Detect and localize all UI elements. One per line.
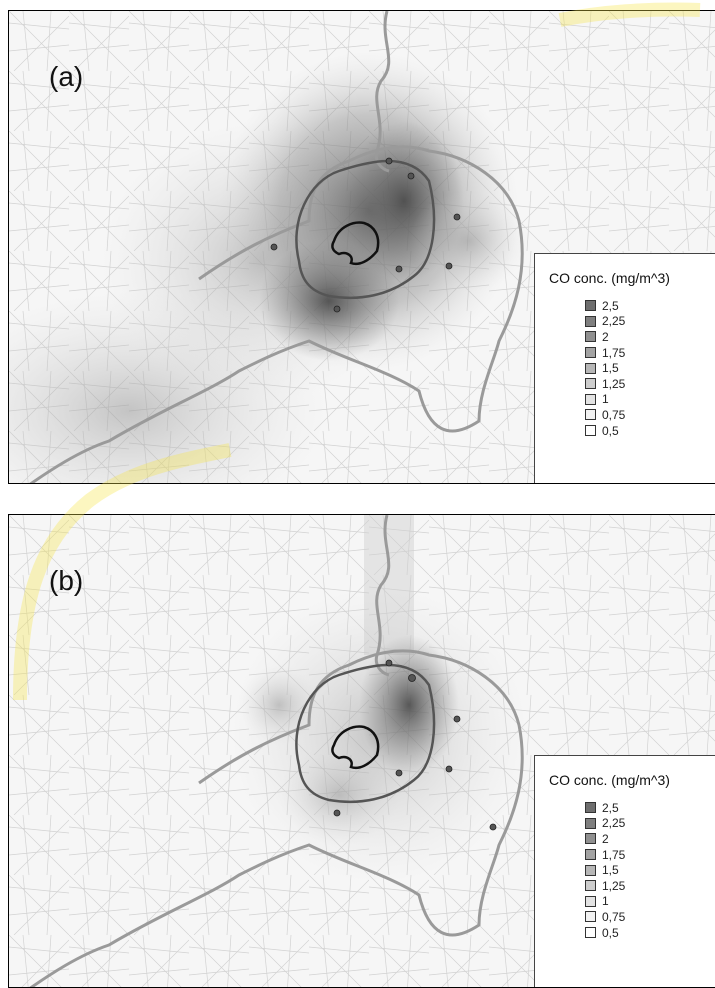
legend-item: 1 [549,894,715,910]
legend-title: CO conc. (mg/m^3) [549,270,670,286]
legend-label: 1,5 [602,361,619,376]
legend-item: 2,25 [549,314,715,330]
legend-item: 1,75 [549,847,715,863]
legend-item: 0,5 [549,925,715,941]
legend-label: 0,75 [602,407,626,422]
legend-item: 1,5 [549,862,715,878]
legend-label: 0,75 [602,909,626,924]
legend-swatch [585,911,596,923]
legend-swatch [585,425,596,437]
legend-label: 0,5 [602,423,619,438]
legend-item: 1,25 [549,878,715,894]
legend-swatch [585,849,596,861]
legend-label: 1,25 [602,376,626,391]
legend: CO conc. (mg/m^3) 2,5 2,25 2 1,75 1,5 1,… [534,253,715,483]
legend-swatch [585,393,596,405]
legend-label: 2 [602,831,609,846]
legend-item: 0,75 [549,909,715,925]
legend-swatch [585,880,596,892]
legend-label: 2,25 [602,314,626,329]
legend-item: 2,25 [549,816,715,832]
legend-label: 1,75 [602,847,626,862]
legend-label: 0,5 [602,925,619,940]
legend-swatch [585,409,596,421]
legend-swatch [585,347,596,359]
map-panel-b: (b) CO conc. (mg/m^3) 2,5 2,25 2 1,75 1,… [8,514,715,988]
panel-label: (b) [49,565,84,596]
map-panel-a: (a) CO conc. (mg/m^3) 2,5 2,25 2 1,75 1,… [8,10,715,484]
legend-title: CO conc. (mg/m^3) [549,772,670,788]
concentration-map-a [9,11,715,483]
legend-swatch [585,315,596,327]
legend-label: 2,25 [602,816,626,831]
legend-swatch [585,927,596,939]
legend-swatch [585,362,596,374]
legend-swatch [585,802,596,814]
legend-label: 2,5 [602,800,619,815]
legend-item: 2,5 [549,298,715,314]
legend-item: 2,5 [549,800,715,816]
legend-label: 2,5 [602,298,619,313]
legend-item: 0,75 [549,407,715,423]
legend-item: 1,75 [549,345,715,361]
legend-label: 2 [602,329,609,344]
legend: CO conc. (mg/m^3) 2,5 2,25 2 1,75 1,5 1,… [534,755,715,987]
legend-item: 1,5 [549,360,715,376]
legend-item: 2 [549,831,715,847]
legend-swatch [585,817,596,829]
legend-label: 1 [602,392,609,407]
legend-label: 1,75 [602,345,626,360]
legend-label: 1 [602,894,609,909]
legend-item: 2 [549,329,715,345]
legend-swatch [585,331,596,343]
legend-item: 0,5 [549,423,715,439]
legend-swatch [585,300,596,312]
panel-label: (a) [49,61,84,92]
legend-swatch [585,833,596,845]
legend-label: 1,5 [602,863,619,878]
legend-item: 1 [549,392,715,408]
legend-swatch [585,378,596,390]
legend-swatch [585,864,596,876]
legend-item: 1,25 [549,376,715,392]
legend-label: 1,25 [602,878,626,893]
legend-swatch [585,895,596,907]
